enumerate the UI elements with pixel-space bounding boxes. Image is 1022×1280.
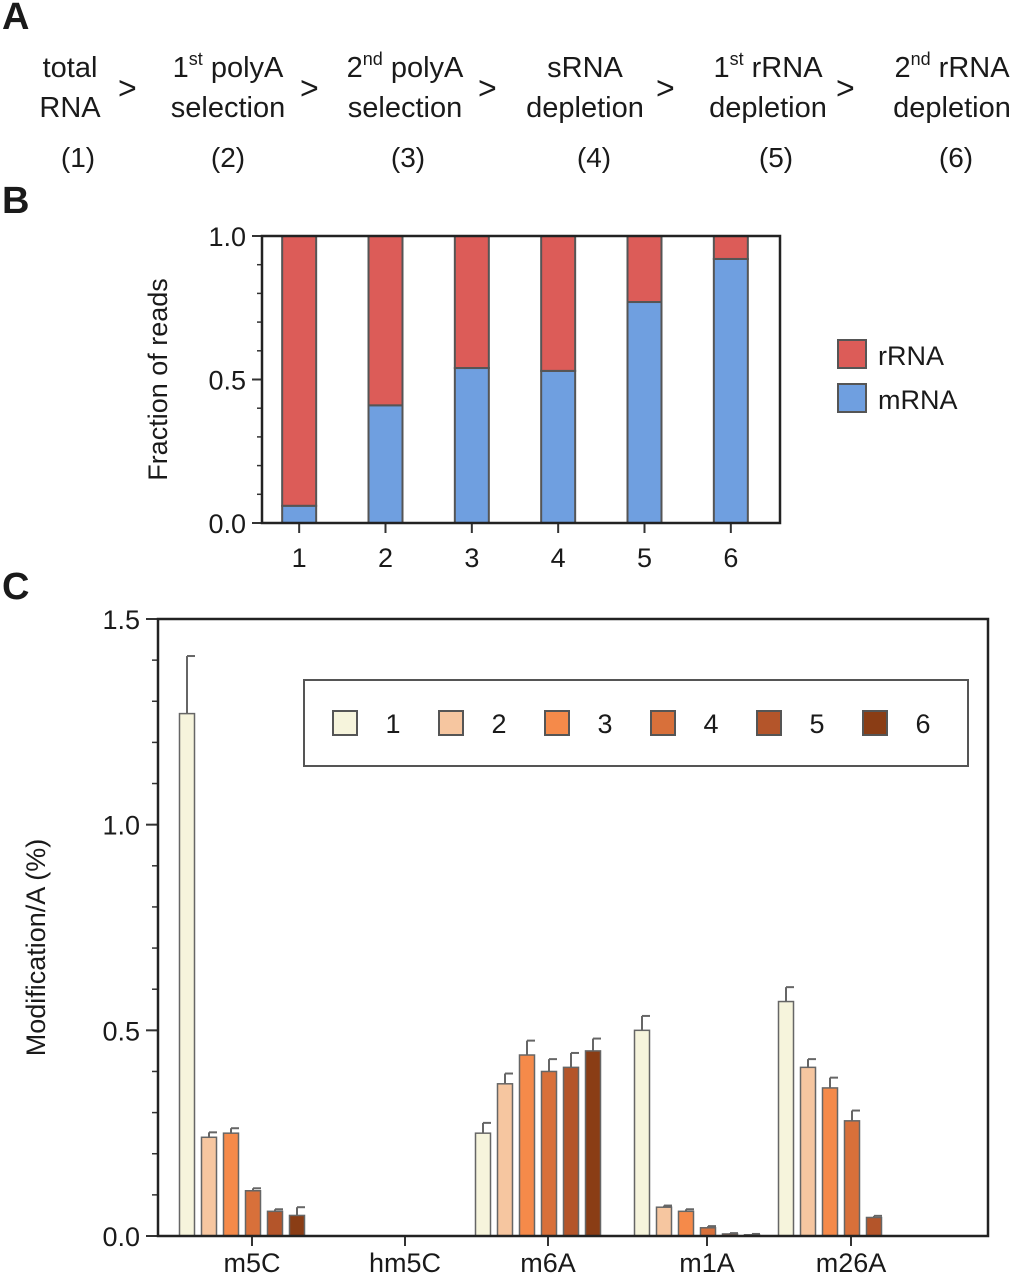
bar-series-1 [474, 1132, 492, 1237]
x-tick-label: 3 [464, 543, 479, 573]
legend-swatch-rrna [837, 339, 867, 369]
bar-series-2 [200, 1136, 218, 1237]
bar-series-4 [843, 1120, 861, 1237]
panel-b-label: B [2, 180, 30, 222]
step-number: (2) [210, 142, 246, 173]
step-arrow: > [836, 70, 855, 106]
bar-series-1 [777, 1000, 795, 1237]
workflow-step-6: 2nd rRNA depletion [862, 48, 1022, 128]
legend-label-2: 2 [491, 709, 506, 739]
x-tick-label: 4 [551, 543, 566, 573]
x-tick-label: 1 [292, 543, 307, 573]
workflow-step-3: 2nd polyA selection [315, 48, 495, 128]
step-number: (1) [60, 142, 96, 173]
y-tick-label: 1.0 [102, 811, 140, 841]
legend-swatch-1 [332, 710, 358, 736]
legend-label-3: 3 [597, 709, 612, 739]
step-number: (6) [938, 142, 974, 173]
x-tick-label: hm5C [369, 1248, 441, 1278]
y-tick-label: 0.0 [208, 509, 246, 539]
bar-series-2 [799, 1066, 817, 1237]
workflow-step-5: 1st rRNA depletion [678, 48, 858, 128]
x-tick-label: 5 [637, 543, 652, 573]
step-arrow: > [656, 70, 675, 106]
x-tick-label: m5C [223, 1248, 280, 1278]
plot-frame [260, 234, 782, 525]
legend-box [303, 679, 969, 767]
step-title: 1st polyA [172, 49, 284, 84]
bar-series-3 [821, 1087, 839, 1237]
step-subtitle: selection [347, 92, 463, 124]
bar-series-3 [222, 1132, 240, 1237]
bar-mrna [540, 369, 577, 525]
step-number: (3) [390, 142, 426, 173]
bar-series-6 [288, 1214, 306, 1237]
step-title: total [42, 52, 98, 84]
step-subtitle: depletion [526, 92, 644, 124]
bar-series-4 [540, 1070, 558, 1237]
workflow-step-2: 1st polyA selection [138, 48, 318, 128]
step-title: 2nd polyA [346, 49, 464, 84]
x-tick-label: m26A [816, 1248, 887, 1278]
legend-swatch-4 [650, 710, 676, 736]
step-arrow: > [118, 70, 137, 106]
y-tick-label: 1.0 [208, 222, 246, 252]
step-title: 1st rRNA [713, 49, 823, 84]
workflow-step-1: total RNA [0, 48, 160, 128]
bar-series-4 [244, 1190, 262, 1237]
x-tick-label: 2 [378, 543, 393, 573]
bar-series-2 [655, 1206, 673, 1237]
bar-series-5 [865, 1216, 883, 1237]
step-subtitle: depletion [893, 92, 1011, 124]
bar-series-5 [562, 1066, 580, 1237]
workflow-step-4: sRNA depletion [495, 48, 675, 128]
step-subtitle: RNA [39, 92, 101, 124]
x-tick-label: m1A [679, 1248, 735, 1278]
step-arrow: > [300, 70, 319, 106]
y-tick-label: 0.5 [102, 1016, 140, 1046]
step-number: (4) [576, 142, 612, 173]
bar-series-5 [266, 1210, 284, 1237]
bar-mrna [367, 404, 404, 524]
bar-mrna [626, 301, 663, 525]
bar-series-6 [584, 1050, 602, 1237]
bar-rrna [453, 235, 490, 370]
bar-series-1 [633, 1029, 651, 1237]
y-tick-label: 0.0 [102, 1222, 140, 1252]
y-tick-label: 1.5 [102, 605, 140, 635]
bar-series-3 [677, 1210, 695, 1237]
legend-label-4: 4 [703, 709, 718, 739]
x-tick-label: 6 [723, 543, 738, 573]
y-axis-label: Fraction of reads [143, 278, 173, 481]
y-axis-label: Modification/A (%) [21, 839, 51, 1057]
legend-label-6: 6 [915, 709, 930, 739]
step-subtitle: depletion [709, 92, 827, 124]
step-number: (5) [758, 142, 794, 173]
legend-label-rrna: rRNA [878, 341, 944, 371]
y-tick-label: 0.5 [208, 366, 246, 396]
bar-mrna [712, 257, 749, 524]
legend-swatch-2 [438, 710, 464, 736]
plot-frame [156, 617, 990, 1238]
step-subtitle: selection [170, 92, 286, 124]
step-title: sRNA [547, 52, 623, 84]
legend-swatch-3 [544, 710, 570, 736]
bar-mrna [453, 367, 490, 524]
bar-series-1 [178, 712, 196, 1237]
bar-series-3 [518, 1054, 536, 1237]
bar-series-2 [496, 1083, 514, 1237]
fraction-of-reads-chart: 0.0 0.5 1.0 1 2 3 4 5 6 Fraction of reads rRNA mRNA [143, 222, 958, 573]
panel-a-label: A [2, 0, 30, 38]
legend-label-5: 5 [809, 709, 824, 739]
panel-c-label: C [2, 566, 30, 608]
step-arrow: > [478, 70, 497, 106]
legend-swatch-5 [756, 710, 782, 736]
legend-swatch-6 [862, 710, 888, 736]
legend-swatch-mrna [837, 383, 867, 413]
legend-label-mrna: mRNA [878, 385, 958, 415]
x-tick-label: m6A [520, 1248, 576, 1278]
legend-label-1: 1 [385, 709, 400, 739]
step-title: 2nd rRNA [894, 49, 1010, 84]
